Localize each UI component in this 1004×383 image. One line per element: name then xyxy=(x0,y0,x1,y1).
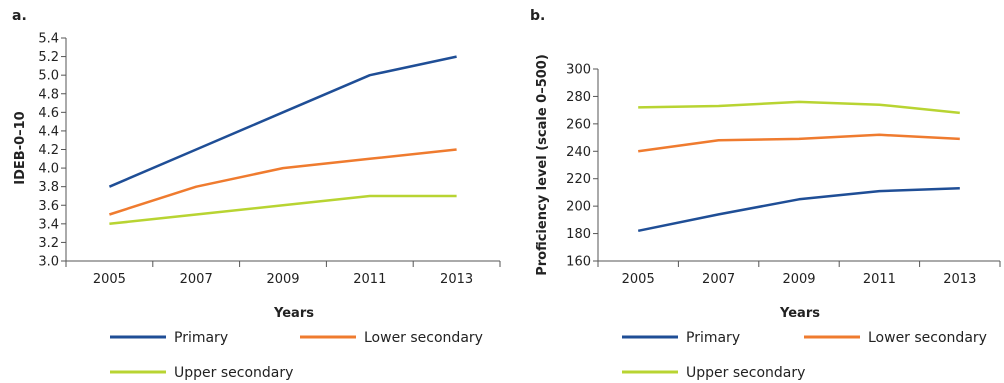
y-tick-label: 5.4 xyxy=(38,32,59,47)
panel-label-b: b. xyxy=(530,8,545,24)
x-tick-label: 2009 xyxy=(266,272,299,287)
y-tick-label: 260 xyxy=(566,117,591,132)
panel-label-a: a. xyxy=(12,8,27,24)
legend-label-primary: Primary xyxy=(686,330,740,346)
y-axis-title-b: Proficiency level (scale 0–500) xyxy=(535,54,550,276)
y-tick-label: 4.2 xyxy=(38,143,59,158)
chart-panel-b: b. Proficiency level (scale 0–500) Years… xyxy=(530,8,1001,381)
x-tick-label: 2013 xyxy=(440,272,473,287)
series-line-primary xyxy=(108,55,457,188)
series-line-upper-secondary xyxy=(638,100,960,115)
x-tick-label: 2013 xyxy=(943,272,976,287)
y-tick-label: 4.8 xyxy=(38,87,59,102)
y-tick-label: 5.0 xyxy=(38,69,59,84)
legend-label-upper-secondary: Upper secondary xyxy=(174,365,293,381)
y-tick-label: 4.4 xyxy=(38,124,59,139)
y-tick-label: 3.6 xyxy=(38,199,59,214)
y-tick-label: 240 xyxy=(566,145,591,160)
legend-a: Primary Lower secondary Upper secondary xyxy=(110,330,483,381)
y-tick-label: 4.0 xyxy=(38,162,59,177)
y-axis-title-a: IDEB-0–10 xyxy=(13,111,28,184)
y-tick-label: 3.2 xyxy=(38,236,59,251)
x-tick-label: 2005 xyxy=(622,272,655,287)
x-axis-title-a: Years xyxy=(273,306,314,321)
y-tick-label: 3.4 xyxy=(38,217,59,232)
x-axis-title-b: Years xyxy=(779,306,820,321)
x-tick-label: 2011 xyxy=(353,272,386,287)
y-tick-label: 3.0 xyxy=(38,255,59,270)
x-tick-label: 2011 xyxy=(863,272,896,287)
series-line-lower-secondary xyxy=(638,133,960,153)
x-tick-label: 2007 xyxy=(702,272,735,287)
y-tick-label: 5.2 xyxy=(38,50,59,65)
y-tick-label: 160 xyxy=(566,255,591,270)
legend-label-upper-secondary: Upper secondary xyxy=(686,365,805,381)
legend-b: Primary Lower secondary Upper secondary xyxy=(622,330,987,381)
x-tick-label: 2007 xyxy=(180,272,213,287)
x-tick-label: 2005 xyxy=(93,272,126,287)
chart-panel-a: a. IDEB-0–10 Years 3.0 3.2 3.4 3.6 3.8 4.0 4.2… xyxy=(12,8,501,381)
y-tick-label: 3.8 xyxy=(38,180,59,195)
y-tick-label: 220 xyxy=(566,172,591,187)
y-tick-label: 200 xyxy=(566,200,591,215)
series-line-lower-secondary xyxy=(109,148,457,216)
series-line-upper-secondary xyxy=(109,194,457,226)
y-tick-label: 280 xyxy=(566,90,591,105)
legend-label-lower-secondary: Lower secondary xyxy=(868,330,987,346)
series-line-primary xyxy=(637,187,960,233)
legend-label-primary: Primary xyxy=(174,330,228,346)
y-tick-label: 4.6 xyxy=(38,106,59,121)
y-tick-label: 180 xyxy=(566,227,591,242)
x-tick-label: 2009 xyxy=(782,272,815,287)
legend-label-lower-secondary: Lower secondary xyxy=(364,330,483,346)
y-tick-label: 300 xyxy=(566,63,591,78)
